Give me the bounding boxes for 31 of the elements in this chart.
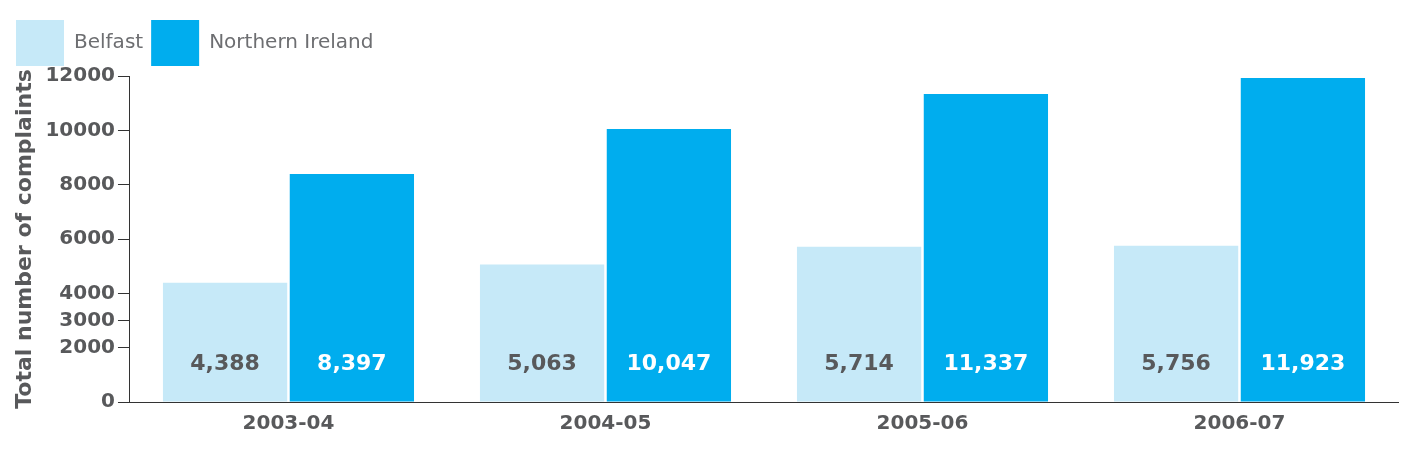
data-label: 5,063	[507, 350, 577, 376]
bar	[289, 173, 415, 402]
bar	[1113, 245, 1239, 402]
data-label: 10,047	[626, 350, 712, 376]
y-tick-label: 10000	[45, 116, 115, 141]
data-label: 8,397	[317, 350, 387, 376]
y-tick-label: 0	[101, 388, 115, 413]
bar	[796, 246, 922, 402]
bar	[923, 94, 1049, 402]
data-label: 11,923	[1260, 350, 1346, 376]
y-tick-label: 6000	[59, 225, 115, 250]
y-tick-label: 12000	[45, 62, 115, 87]
bar	[606, 129, 732, 402]
y-tick-label: 2000	[59, 333, 115, 358]
data-label: 4,388	[190, 350, 260, 376]
x-tick-label: 2004-05	[559, 410, 652, 435]
legend-label: Northern Ireland	[209, 29, 374, 54]
y-axis-title: Total number of complaints	[10, 69, 36, 409]
bar	[1240, 78, 1366, 402]
data-label: 11,337	[943, 350, 1029, 376]
y-tick-label: 4000	[59, 279, 115, 304]
y-tick-label: 3000	[59, 306, 115, 331]
bar	[162, 282, 288, 402]
x-tick-label: 2003-04	[242, 410, 335, 435]
x-tick-label: 2005-06	[876, 410, 969, 435]
x-tick-label: 2006-07	[1193, 410, 1286, 435]
y-tick-label: 8000	[59, 170, 115, 195]
legend-label: Belfast	[74, 29, 144, 54]
data-label: 5,714	[824, 350, 894, 376]
data-label: 5,756	[1141, 350, 1211, 376]
bar	[479, 264, 605, 402]
